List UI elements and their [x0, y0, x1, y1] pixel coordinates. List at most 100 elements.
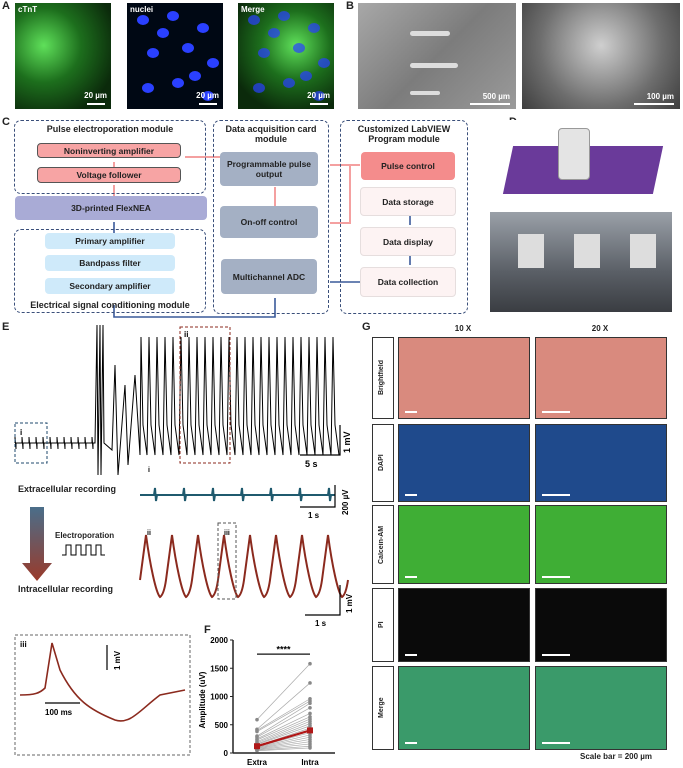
panel-label-g: G [362, 321, 371, 333]
paired-line [256, 702, 311, 737]
panel-label-f: F [204, 624, 211, 636]
inset-i-label: i [20, 428, 22, 437]
nucleus [172, 78, 184, 88]
mean-point-extra [254, 743, 260, 750]
time-scale-label: 1 s [315, 619, 327, 628]
nucleus [182, 43, 194, 53]
microscopy-image [535, 424, 667, 502]
row-label-cell: DAPI [372, 424, 394, 502]
noninverting-amplifier-box: Noninverting amplifier [37, 143, 181, 158]
scale-bar-extra [300, 485, 336, 508]
paired-line [256, 736, 311, 749]
paired-line [256, 739, 311, 749]
data-point-intra [308, 706, 312, 710]
single-ap-trace [19, 642, 186, 722]
scale-bar [542, 654, 570, 656]
nucleus [147, 48, 159, 58]
full-recording-trace [14, 325, 340, 476]
nucleus [313, 91, 325, 101]
nucleus [283, 78, 295, 88]
voltage-follower-box: Voltage follower [37, 167, 181, 183]
nucleus [293, 43, 305, 53]
scale-bar [542, 411, 570, 413]
scale-bar [470, 103, 510, 105]
data-storage-box: Data storage [360, 187, 456, 216]
row-label-cell: PI [372, 588, 394, 662]
electroporation-label: Electroporation [55, 531, 115, 540]
data-point-intra [308, 661, 312, 666]
device-board-photo [490, 120, 672, 210]
paired-line [256, 725, 311, 745]
y-tick-label: 500 [215, 721, 229, 730]
pulse-control-box: Pulse control [361, 152, 455, 180]
inset-i-box [14, 422, 48, 464]
paired-line [256, 698, 311, 731]
nucleus [189, 71, 201, 81]
flexnea-box: 3D-printed FlexNEA [15, 196, 207, 220]
scale-label: 20 µm [196, 91, 219, 100]
microscopy-image [398, 588, 530, 662]
nucleus [197, 23, 209, 33]
inset-ii-label: ii [184, 330, 188, 339]
sem-image-low-mag: 500 µm [358, 3, 516, 109]
paired-line [256, 741, 311, 750]
column-header: 20 X [591, 324, 609, 333]
scale-bar [542, 576, 570, 578]
recording-setup-photo [490, 212, 672, 312]
microscopy-image [398, 666, 530, 750]
ctnt-image: cTnT 20 µm [15, 3, 111, 109]
data-point-intra [308, 746, 312, 750]
voltage-scale-label: 1 mV [345, 593, 354, 613]
module-title: Electrical signal conditioning module [30, 300, 190, 310]
scale-bar [87, 103, 105, 105]
row-label: Brightfield [378, 360, 385, 396]
row-label-cell: Calcein-AM [372, 505, 394, 584]
y-tick-label: 1500 [210, 664, 228, 673]
primary-amplifier-box: Primary amplifier [45, 233, 175, 249]
data-point-extra [255, 717, 259, 722]
microscopy-image [535, 337, 667, 419]
scale-bar [405, 411, 417, 413]
module-title: Customized LabVIEW Program module [357, 124, 451, 144]
nucleus [157, 28, 169, 38]
scale-bar [542, 494, 570, 496]
time-scale-label: 5 s [305, 459, 318, 469]
electroporation-arrow-icon [22, 507, 52, 581]
image-label: nuclei [130, 5, 154, 14]
inset-iii-label: iii [224, 530, 230, 537]
data-collection-box: Data collection [360, 267, 456, 297]
paired-line [256, 734, 311, 748]
nucleus [253, 83, 265, 93]
row-label-cell: Merge [372, 666, 394, 750]
data-point-intra [308, 701, 312, 706]
extracellular-trace [140, 487, 335, 502]
mean-point-intra [307, 727, 313, 734]
x-tick-label: Extra [247, 758, 268, 767]
multichannel-adc-box: Multichannel ADC [221, 259, 317, 294]
paired-line [256, 747, 311, 752]
nucleus [278, 11, 290, 21]
scale-label: 20 µm [307, 91, 330, 100]
panel-label-a: A [2, 0, 10, 12]
programmable-pulse-output-box: Programmable pulse output [220, 152, 318, 186]
paired-line [256, 713, 311, 740]
image-label: Merge [241, 5, 265, 14]
inset-ii-box [179, 326, 231, 464]
signal-conditioning-module: Electrical signal conditioning module [14, 229, 206, 313]
column-header: 10 X [454, 324, 472, 333]
row-label: Calcein-AM [378, 525, 385, 564]
row-label: Merge [378, 697, 385, 719]
scale-label: 20 µm [84, 91, 107, 100]
scale-bar [405, 654, 417, 656]
data-display-box: Data display [360, 227, 456, 256]
module-title: Pulse electroporation module [46, 124, 174, 134]
nucleus [268, 28, 280, 38]
paired-line [256, 745, 311, 751]
row-label: DAPI [378, 454, 385, 472]
nucleus [318, 58, 330, 68]
y-axis-label: Amplitude (uV) [198, 671, 207, 728]
scale-bar [634, 103, 674, 105]
nucleus [202, 91, 214, 101]
microscopy-image [398, 424, 530, 502]
